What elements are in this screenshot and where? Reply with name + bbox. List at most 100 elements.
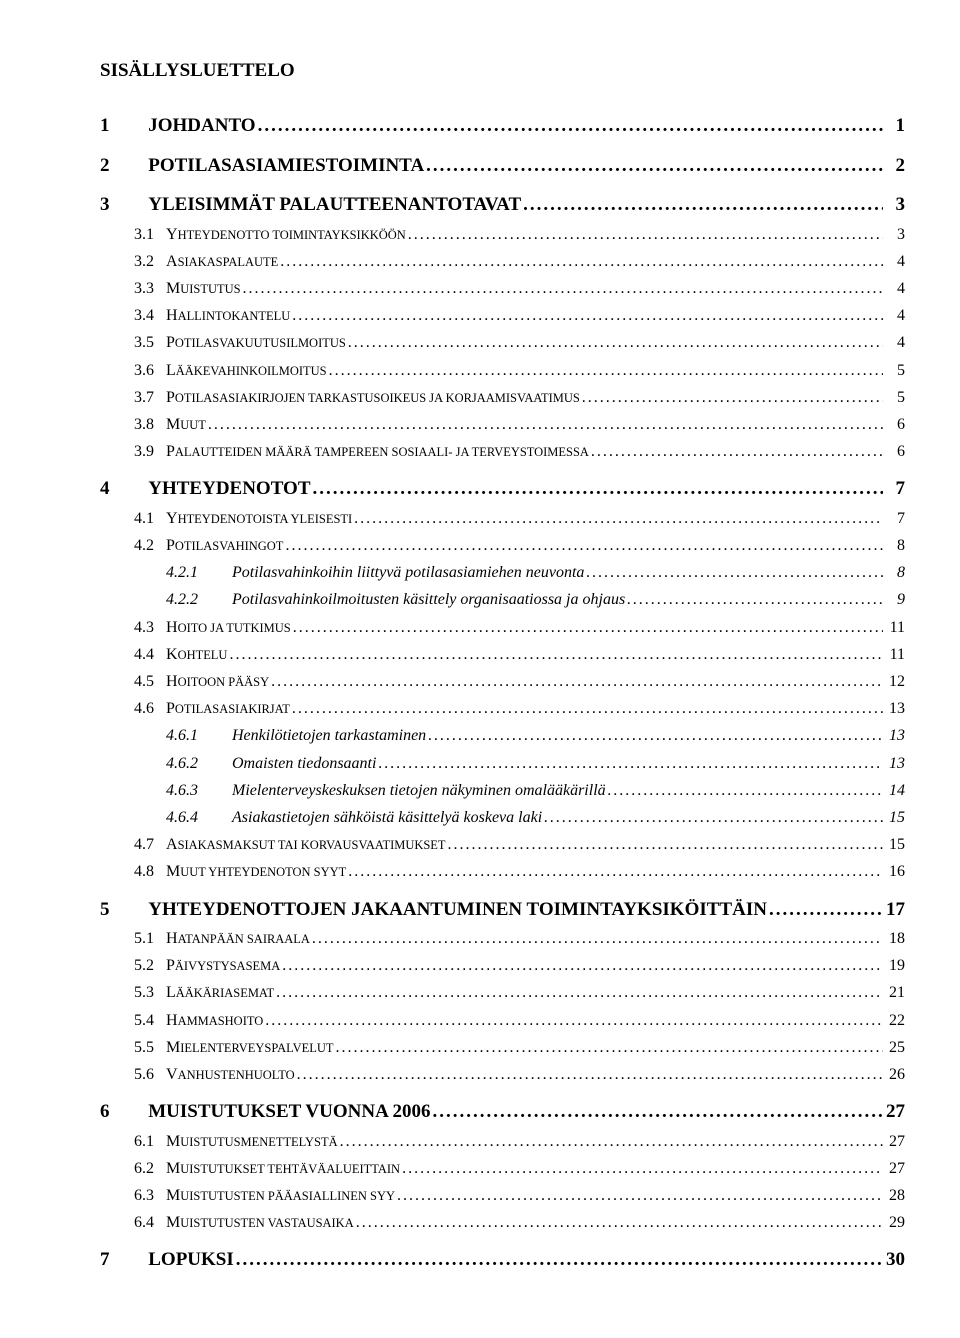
toc-text-firstchar: H [166, 619, 178, 636]
toc-leader-dots [234, 1246, 883, 1274]
toc-leader-dots [376, 752, 883, 775]
toc-entry: 3.1 YHTEYDENOTTO TOIMINTAYKSIKKÖÖN3 [100, 223, 905, 246]
toc-entry: 6.4 MUISTUTUSTEN VASTAUSAIKA29 [100, 1211, 905, 1234]
toc-entry-text: VANHUSTENHUOLTO [166, 1063, 295, 1086]
toc-text-rest: HTEYDENOTTO TOIMINTAYKSIKKÖÖN [178, 228, 406, 242]
toc-entry-gap [154, 643, 166, 666]
toc-leader-dots [521, 191, 883, 219]
toc-entry: 4.6.2 Omaisten tiedonsaanti13 [100, 752, 905, 775]
toc-leader-dots [290, 697, 883, 720]
toc-entry-gap [154, 223, 166, 246]
toc-leader-dots [346, 860, 883, 883]
toc-leader-dots [310, 927, 883, 950]
toc-entry-number: 3.3 [134, 277, 154, 300]
toc-leader-dots [426, 724, 883, 747]
toc-entry: 5.1 HATANPÄÄN SAIRAALA18 [100, 927, 905, 950]
toc-leader-dots [584, 561, 883, 584]
toc-entry-page: 4 [883, 304, 905, 327]
toc-entry-gap [154, 697, 166, 720]
toc-entry-number: 6.1 [134, 1130, 154, 1153]
toc-entry: 4.7 ASIAKASMAKSUT TAI KORVAUSVAATIMUKSET… [100, 833, 905, 856]
toc-text-firstchar: K [166, 646, 178, 663]
toc-text-firstchar: M [166, 1133, 180, 1150]
toc-entry-number: 4.3 [134, 616, 154, 639]
toc-entry-number: 4 [100, 475, 134, 503]
toc-entry-text: POTILASASIAKIRJOJEN TARKASTUSOIKEUS JA K… [166, 386, 580, 409]
toc-entry-page: 5 [883, 359, 905, 382]
toc-entry-text: KOHTELU [166, 643, 227, 666]
toc-leader-dots [269, 670, 883, 693]
toc-leader-dots [274, 981, 883, 1004]
toc-entry-text: YHTEYDENOTTO TOIMINTAYKSIKKÖÖN [166, 223, 406, 246]
toc-leader-dots [395, 1184, 883, 1207]
toc-entry-number: 3.4 [134, 304, 154, 327]
toc-text-rest: UISTUTUSTEN PÄÄASIALLINEN SYY [180, 1189, 395, 1203]
toc-text-rest: OTILASASIAKIRJAT [175, 702, 290, 716]
toc-entry-page: 4 [883, 331, 905, 354]
toc-leader-dots [767, 896, 883, 924]
toc-entry-text: HOITO JA TUTKIMUS [166, 616, 291, 639]
toc-entry: 5.6 VANHUSTENHUOLTO26 [100, 1063, 905, 1086]
toc-entry-text: POTILASVAHINGOT [166, 534, 283, 557]
doc-title: SISÄLLYSLUETTELO [100, 60, 905, 82]
toc-entry-gap [154, 277, 166, 300]
toc-entry-gap [154, 1130, 166, 1153]
toc-entry: 4.2.2 Potilasvahinkoilmoitusten käsittel… [100, 588, 905, 611]
toc-text-firstchar: M [166, 280, 180, 297]
toc-entry: 3.4 HALLINTOKANTELU 4 [100, 304, 905, 327]
toc-entry-page: 5 [883, 386, 905, 409]
toc-entry-page: 8 [883, 561, 905, 584]
toc-entry-text: YHTEYDENOTOT [148, 475, 310, 503]
toc-entry-page: 1 [883, 112, 905, 140]
toc-entry-text: PALAUTTEIDEN MÄÄRÄ TAMPEREEN SOSIAALI- J… [166, 440, 589, 463]
toc-entry-gap [154, 860, 166, 883]
toc-entry-text: Potilasvahinkoihin liittyvä potilasasiam… [232, 561, 584, 584]
toc-entry-page: 4 [883, 277, 905, 300]
toc-entry-page: 3 [883, 223, 905, 246]
toc-entry-text: LÄÄKÄRIASEMAT [166, 981, 274, 1004]
toc-entry-number: 3.8 [134, 413, 154, 436]
toc-leader-dots [352, 507, 883, 530]
toc-entry-gap [220, 752, 232, 775]
toc-text-rest: ALAUTTEIDEN MÄÄRÄ TAMPEREEN SOSIAALI- JA… [175, 445, 589, 459]
toc-entry-page: 14 [883, 779, 905, 802]
toc-entry-page: 27 [883, 1098, 905, 1126]
toc-entry-gap [154, 1009, 166, 1032]
toc-entry-page: 6 [883, 440, 905, 463]
toc-entry-number: 4.4 [134, 643, 154, 666]
toc-entry-page: 11 [883, 643, 905, 666]
toc-entry-number: 4.6.1 [166, 724, 220, 747]
toc-text-rest: OITO JA TUTKIMUS [178, 621, 291, 635]
toc-text-rest: OTILASASIAKIRJOJEN TARKASTUSOIKEUS JA KO… [175, 391, 580, 405]
toc-entry-page: 28 [883, 1184, 905, 1207]
toc-text-rest: ÄIVYSTYSASEMA [175, 959, 280, 973]
toc-entry-text: HALLINTOKANTELU [166, 304, 290, 327]
toc-entry: 4.2.1 Potilasvahinkoihin liittyvä potila… [100, 561, 905, 584]
toc-entry-gap [154, 981, 166, 1004]
toc-entry: 7 LOPUKSI30 [100, 1246, 905, 1274]
toc-text-rest: UISTUTUS [180, 282, 240, 296]
toc-leader-dots [227, 643, 883, 666]
toc-entry-number: 6.3 [134, 1184, 154, 1207]
toc-entry-gap [134, 191, 148, 219]
toc-text-rest: SIAKASPALAUTE [178, 255, 279, 269]
toc-entry-number: 4.1 [134, 507, 154, 530]
toc-leader-dots [606, 779, 883, 802]
toc-leader-dots [338, 1130, 883, 1153]
toc-text-firstchar: A [166, 836, 178, 853]
toc-entry-page: 17 [883, 896, 905, 924]
table-of-contents: 1 JOHDANTO12 POTILASASIAMIESTOIMINTA23 Y… [100, 112, 905, 1274]
toc-entry-gap [220, 779, 232, 802]
toc-entry-text: MUUT YHTEYDENOTON SYYT [166, 860, 346, 883]
toc-leader-dots [206, 413, 883, 436]
toc-leader-dots [283, 534, 883, 557]
toc-entry: 4.6 POTILASASIAKIRJAT13 [100, 697, 905, 720]
toc-text-rest: AMMASHOITO [178, 1014, 264, 1028]
toc-entry: 1 JOHDANTO1 [100, 112, 905, 140]
toc-entry-text: MUUT [166, 413, 206, 436]
toc-leader-dots [625, 588, 883, 611]
toc-entry: 6.3 MUISTUTUSTEN PÄÄASIALLINEN SYY28 [100, 1184, 905, 1207]
toc-entry: 3.7 POTILASASIAKIRJOJEN TARKASTUSOIKEUS … [100, 386, 905, 409]
toc-entry-gap [154, 1184, 166, 1207]
toc-entry-number: 2 [100, 152, 134, 180]
